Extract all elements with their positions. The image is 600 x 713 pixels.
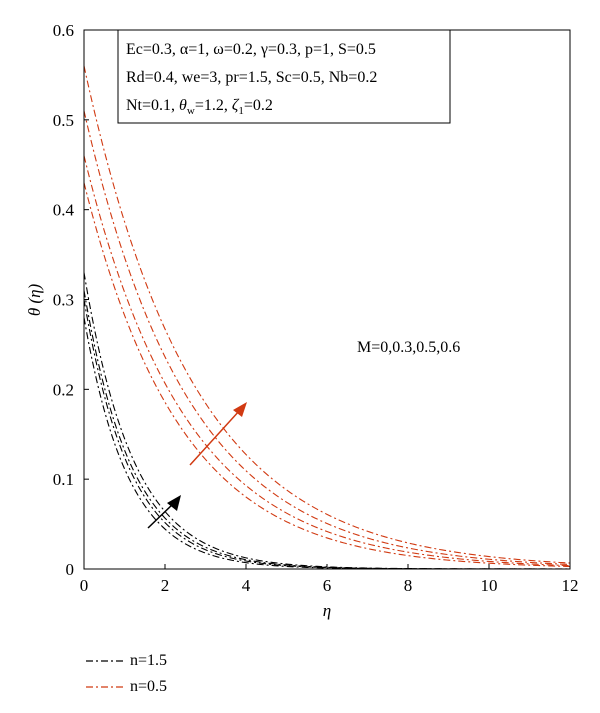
y-tick-label: 0 [66,560,75,579]
legend-swatch-n15 [86,660,124,662]
params-line-2: Rd=0.4, we=3, pr=1.5, Sc=0.5, Nb=0.2 [126,69,377,86]
params-theta-sub: w [187,105,195,117]
y-tick-label: 0.6 [53,21,74,40]
x-tick-label: 2 [161,576,170,595]
x-tick-label: 0 [80,576,89,595]
legend-label-n15: n=1.5 [130,652,168,669]
plot-lines [83,65,571,570]
y-tick-label: 0.3 [53,291,74,310]
y-axis-label: θ (η) [25,283,44,316]
series-line-n05-6 [83,110,571,566]
x-tick-label: 4 [242,576,251,595]
params-line-3: Nt=0.1, θw=1.2, ζ1=0.2 [126,97,273,117]
y-tick-label: 0.5 [53,111,74,130]
y-tick-label: 0.1 [53,470,74,489]
legend-item-n05: n=0.5 [86,678,167,696]
params-line-1: Ec=0.3, α=1, ω=0.2, γ=0.3, p=1, S=0.5 [126,41,376,58]
legend-label-n05: n=0.5 [130,678,168,695]
params-nt: Nt=0.1, [126,97,179,114]
series-line-n05-7 [83,65,571,564]
y-tick-label: 0.4 [53,201,75,220]
x-tick-label: 12 [562,576,579,595]
params-zeta: ζ [232,97,240,114]
series-line-n15-2 [83,290,570,570]
x-tick-label: 8 [404,576,413,595]
params-theta: θ [179,97,187,114]
params-box [117,29,451,124]
ticks: 0 2 4 6 8 10 12 0 0.1 0.2 0.3 0.4 0.5 0.6 [53,21,579,595]
x-tick-label: 10 [481,576,498,595]
y-tick-label: 0.2 [53,380,74,399]
params-zeta-val: =0.2 [244,97,273,114]
x-axis-label: η [323,601,331,620]
params-zeta-sub: 1 [238,105,244,117]
x-tick-label: 6 [323,576,332,595]
params-theta-val: =1.2, [195,97,232,114]
series-line-n15-3 [83,272,570,570]
series-line-n05-5 [83,155,571,567]
arrow-n05 [189,402,247,466]
arrow-n15 [147,495,181,529]
annotation-m-values: M=0,0.3,0.5,0.6 [357,339,460,356]
series-line-n05-4 [83,182,571,568]
legend-item-n15: n=1.5 [86,652,167,670]
legend-swatch-n05 [86,686,124,688]
